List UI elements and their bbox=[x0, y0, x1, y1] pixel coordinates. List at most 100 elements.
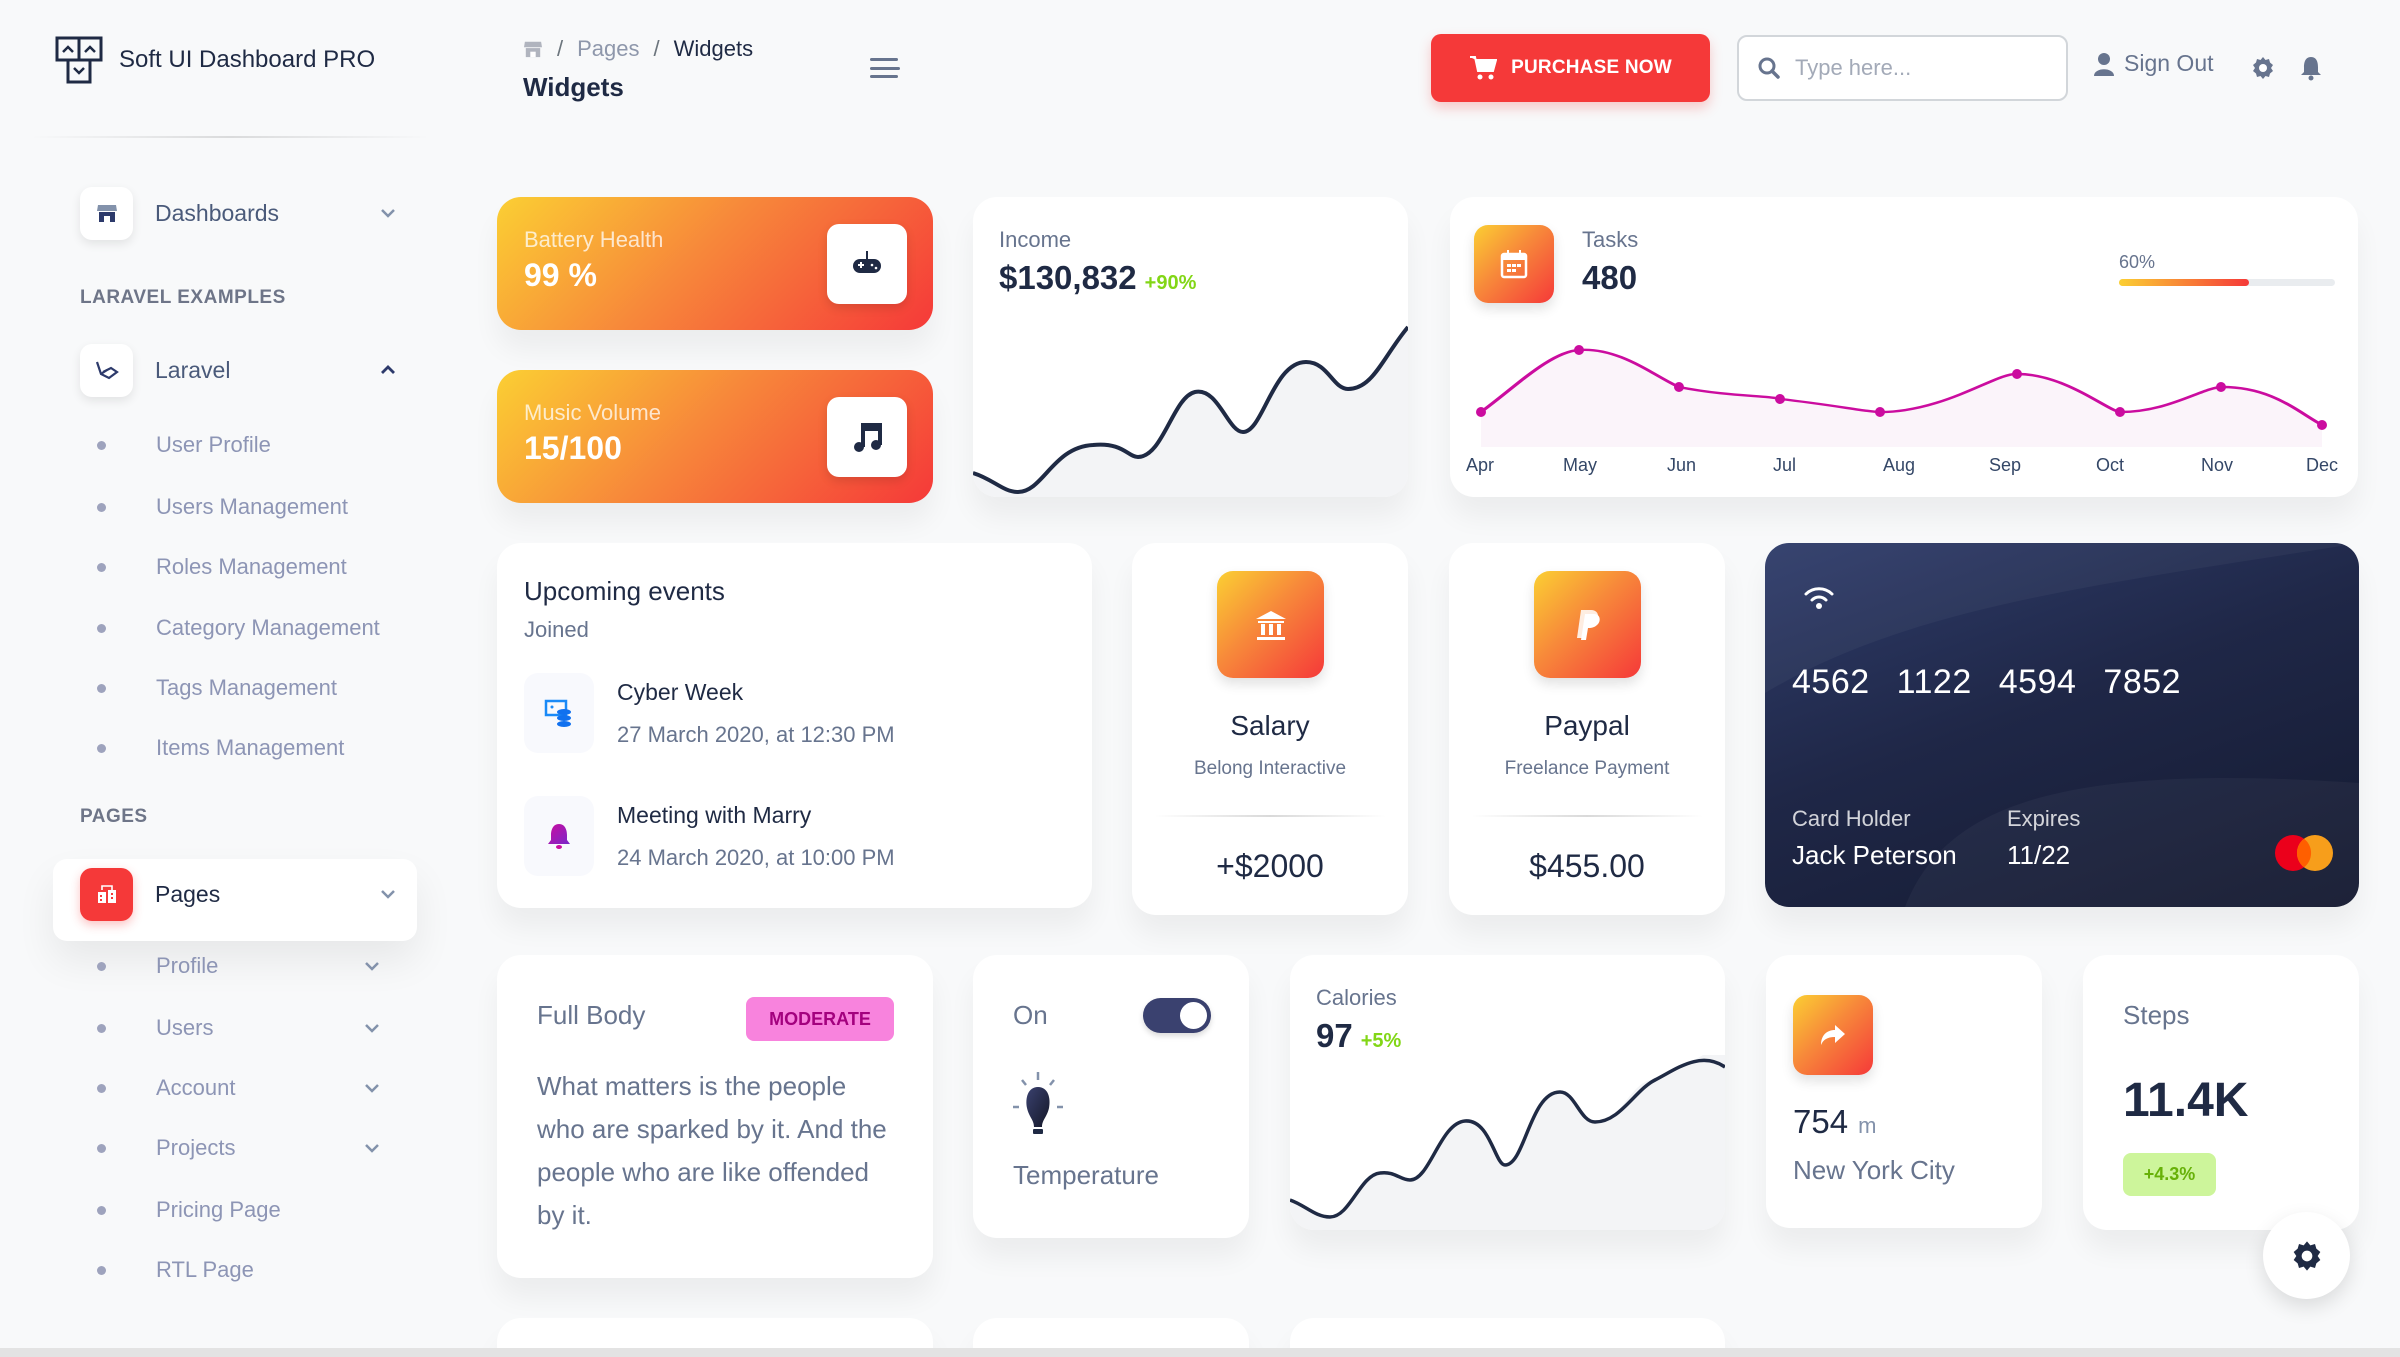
divider bbox=[1471, 815, 1703, 817]
breadcrumb-pages-link[interactable]: Pages bbox=[577, 36, 640, 61]
horizontal-scrollbar[interactable] bbox=[0, 1348, 2400, 1357]
tasks-value: 480 bbox=[1582, 259, 1638, 296]
sidenav-toggle-icon[interactable] bbox=[870, 58, 900, 78]
bell-icon[interactable] bbox=[2300, 55, 2322, 81]
calories-card: Calories 97 +5% bbox=[1290, 955, 1725, 1230]
event-item[interactable]: Meeting with Marry 24 March 2020, at 10:… bbox=[524, 796, 895, 876]
salary-card: Salary Belong Interactive +$2000 bbox=[1132, 543, 1408, 915]
bullet bbox=[97, 1083, 106, 1093]
income-value: $130,832 bbox=[999, 259, 1137, 296]
sidebar-subitem-user-profile[interactable]: User Profile bbox=[97, 427, 400, 463]
breadcrumb: / Pages / Widgets bbox=[523, 36, 753, 62]
distance-city: New York City bbox=[1793, 1155, 1955, 1185]
x-tick: Jul bbox=[1773, 455, 1797, 475]
sidebar-subitem-pricing-page[interactable]: Pricing Page bbox=[97, 1192, 400, 1228]
temperature-toggle[interactable] bbox=[1143, 998, 1211, 1033]
sidebar-subitem-users-management[interactable]: Users Management bbox=[97, 489, 400, 525]
office-icon bbox=[97, 885, 116, 903]
sub-label: User Profile bbox=[156, 432, 271, 457]
paypal-subtitle: Freelance Payment bbox=[1504, 758, 1670, 779]
music-label: Music Volume bbox=[524, 400, 661, 425]
paypal-icon bbox=[1576, 609, 1600, 640]
card-expires-value: 11/22 bbox=[2007, 840, 2071, 870]
sidebar-subitem-profile[interactable]: Profile bbox=[97, 948, 400, 984]
bullet bbox=[97, 1143, 106, 1153]
nav-label: Laravel bbox=[155, 356, 231, 383]
sidebar-item-laravel[interactable]: Laravel bbox=[80, 342, 400, 398]
chevron-down-icon bbox=[365, 1144, 379, 1153]
search-field[interactable] bbox=[1737, 35, 2068, 101]
temperature-label: Temperature bbox=[1013, 1160, 1159, 1190]
distance-value: 754 bbox=[1793, 1103, 1849, 1140]
music-note-icon bbox=[854, 423, 882, 452]
salary-title: Salary bbox=[1230, 710, 1310, 741]
gear-icon[interactable] bbox=[2251, 56, 2275, 80]
sub-label: Projects bbox=[156, 1135, 236, 1160]
salary-amount: +$2000 bbox=[1216, 848, 1324, 884]
full-body-title: Full Body bbox=[537, 1000, 646, 1030]
tasks-label: Tasks bbox=[1582, 227, 1639, 252]
sign-out-link[interactable]: Sign Out bbox=[2094, 50, 2214, 77]
share-icon-box bbox=[1793, 995, 1873, 1075]
sidebar-item-pages[interactable]: Pages bbox=[80, 864, 400, 924]
event-icon-box bbox=[524, 673, 594, 753]
share-arrow-icon bbox=[1821, 1025, 1845, 1045]
lightbulb-icon bbox=[1013, 1072, 1063, 1134]
music-value: 15/100 bbox=[524, 430, 622, 466]
sidebar-subitem-projects[interactable]: Projects bbox=[97, 1130, 400, 1166]
card-number-group: 1122 bbox=[1896, 663, 1972, 701]
card-holder-name: Jack Peterson bbox=[1792, 840, 1957, 870]
sidebar-subitem-items-management[interactable]: Items Management bbox=[97, 730, 400, 766]
sidebar-subitem-roles-management[interactable]: Roles Management bbox=[97, 549, 400, 585]
distance-card: 754 m New York City bbox=[1766, 955, 2042, 1228]
event-item[interactable]: Cyber Week 27 March 2020, at 12:30 PM bbox=[524, 673, 895, 753]
event-title: Meeting with Marry bbox=[617, 801, 812, 828]
bullet bbox=[97, 683, 106, 693]
bank-icon bbox=[1255, 610, 1286, 640]
brand[interactable]: Soft UI Dashboard PRO bbox=[55, 36, 375, 84]
laravel-icon bbox=[95, 361, 119, 380]
sidebar-subitem-rtl-page[interactable]: RTL Page bbox=[97, 1252, 400, 1288]
card-expires-label: Expires bbox=[2007, 806, 2081, 831]
full-body-text: What matters is the people who are spark… bbox=[537, 1071, 887, 1230]
sidebar-item-dashboards[interactable]: Dashboards bbox=[80, 185, 400, 241]
tasks-line-chart bbox=[1476, 345, 2327, 447]
sidebar-subitem-users[interactable]: Users bbox=[97, 1010, 400, 1046]
sidebar-subitem-category-management[interactable]: Category Management bbox=[97, 610, 400, 646]
toggle-knob bbox=[1180, 1002, 1207, 1029]
paypal-icon-box bbox=[1534, 571, 1641, 678]
event-icon-box bbox=[524, 796, 594, 876]
temperature-card: On Temperature bbox=[973, 955, 1249, 1238]
nav-icon-box bbox=[80, 867, 133, 921]
sub-label: Tags Management bbox=[156, 675, 337, 700]
bullet bbox=[97, 1265, 106, 1275]
nav-icon-box bbox=[80, 343, 133, 397]
purchase-now-button[interactable]: PURCHASE NOW bbox=[1431, 34, 1710, 102]
salary-subtitle: Belong Interactive bbox=[1193, 758, 1347, 779]
breadcrumb-separator: / bbox=[557, 36, 564, 61]
page-title: Widgets bbox=[523, 72, 624, 102]
full-body-card: Full Body MODERATE What matters is the p… bbox=[497, 955, 933, 1278]
shop-icon[interactable] bbox=[523, 40, 543, 58]
card-holder-label: Card Holder bbox=[1792, 806, 1911, 831]
card-pattern bbox=[1765, 543, 2359, 907]
divider bbox=[1154, 815, 1386, 817]
sub-label: RTL Page bbox=[156, 1257, 254, 1282]
brand-name: Soft UI Dashboard PRO bbox=[119, 46, 376, 73]
x-tick: Dec bbox=[2306, 455, 2339, 475]
gamepad-icon bbox=[853, 251, 881, 273]
search-input[interactable] bbox=[1795, 55, 2045, 81]
user-icon bbox=[2094, 52, 2114, 76]
chevron-up-icon bbox=[376, 365, 400, 375]
bullet bbox=[97, 1205, 106, 1215]
sub-label: Users Management bbox=[156, 494, 348, 519]
nav-icon-box bbox=[80, 186, 133, 240]
sidebar-subitem-account[interactable]: Account bbox=[97, 1070, 400, 1106]
configurator-button[interactable] bbox=[2263, 1212, 2350, 1299]
chevron-down-icon bbox=[365, 1024, 379, 1033]
battery-health-card: Battery Health 99 % bbox=[497, 197, 933, 330]
sidebar-subitem-tags-management[interactable]: Tags Management bbox=[97, 670, 400, 706]
chevron-down-icon bbox=[376, 208, 400, 218]
section-heading-laravel: LARAVEL EXAMPLES bbox=[80, 287, 286, 308]
card-number-group: 4562 bbox=[1792, 663, 1870, 701]
